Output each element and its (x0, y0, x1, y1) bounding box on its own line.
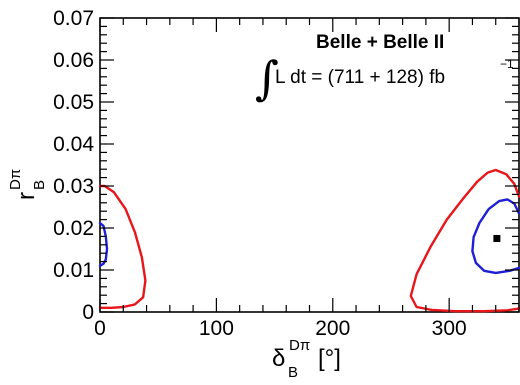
x-tick-label: 0 (94, 317, 106, 340)
y-ticks-group: 0 0.01 0.02 0.03 0.04 0.05 0.06 0.07 (53, 7, 519, 324)
y-tick-label: 0 (82, 301, 94, 324)
integral-sign: ∫ (255, 51, 279, 105)
y-axis-symbol: r (13, 192, 40, 200)
x-axis-superscript: Dπ (289, 337, 310, 354)
x-axis-symbol: δ (272, 345, 285, 372)
x-tick-label: 100 (199, 317, 234, 340)
y-tick-label: 0.05 (53, 91, 94, 114)
experiment-label: Belle + Belle II (316, 32, 444, 53)
y-axis-title: r Dπ B (7, 169, 48, 200)
x-tick-label: 300 (432, 317, 467, 340)
y-tick-label: 0.06 (53, 49, 94, 72)
y-tick-label: 0.07 (53, 7, 94, 30)
contour-line-1-1 (471, 198, 520, 275)
contour-line-1-0 (98, 221, 109, 267)
x-axis-subscript: B (288, 364, 298, 381)
x-tick-label: 200 (315, 317, 350, 340)
contour-line-0-0 (98, 184, 147, 309)
luminosity-label: L dt = (711 + 128) fb (275, 67, 445, 88)
plot-frame-group (99, 17, 520, 313)
y-tick-label: 0.03 (53, 175, 94, 198)
y-tick-label: 0.02 (53, 217, 94, 240)
luminosity-superscript: −1 (500, 57, 514, 71)
contour-group (98, 168, 520, 313)
x-axis-unit: [°] (318, 345, 341, 372)
x-ticks-group: 0 100 200 300 (94, 18, 520, 340)
y-axis-superscript: Dπ (7, 169, 24, 190)
best-fit-marker (493, 235, 501, 242)
contour-line-0-1 (409, 168, 520, 313)
plot-frame (99, 17, 520, 313)
y-axis-subscript: B (31, 180, 48, 190)
y-tick-label: 0.01 (53, 259, 94, 282)
y-tick-label: 0.04 (53, 133, 94, 156)
